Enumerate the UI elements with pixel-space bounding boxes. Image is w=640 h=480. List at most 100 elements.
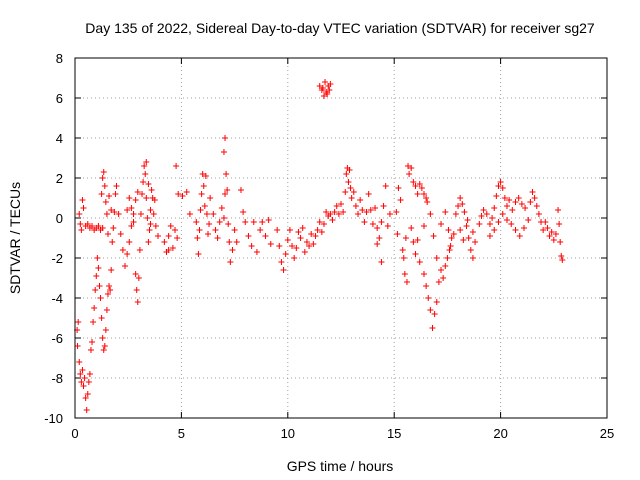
data-point	[323, 209, 330, 215]
data-point	[198, 191, 205, 197]
data-point	[147, 221, 154, 227]
data-point	[210, 211, 217, 217]
data-point	[535, 211, 542, 217]
data-point	[250, 219, 257, 225]
data-point	[343, 171, 350, 177]
data-point	[558, 253, 565, 259]
data-point	[552, 231, 559, 237]
y-tick-label: 2	[56, 171, 63, 186]
data-point	[90, 319, 97, 325]
data-point	[76, 359, 83, 365]
data-point	[169, 245, 176, 251]
data-point	[546, 233, 553, 239]
y-tick-label: -4	[51, 291, 63, 306]
data-point	[444, 255, 451, 261]
data-point	[262, 233, 269, 239]
data-point	[408, 225, 415, 231]
data-point	[161, 239, 168, 245]
data-point	[79, 197, 86, 203]
data-point	[557, 239, 564, 245]
data-point	[117, 231, 124, 237]
data-point	[412, 251, 419, 257]
data-point	[240, 209, 247, 215]
data-point	[140, 179, 147, 185]
data-point	[410, 179, 417, 185]
data-point	[516, 233, 523, 239]
data-point	[433, 255, 440, 261]
x-axis-label: GPS time / hours	[287, 458, 394, 474]
data-point	[326, 87, 333, 93]
data-point	[265, 217, 272, 223]
data-point	[503, 203, 510, 209]
data-point	[533, 203, 540, 209]
data-point	[450, 231, 457, 237]
data-point	[445, 227, 452, 233]
data-point	[529, 189, 536, 195]
data-point	[495, 219, 502, 225]
data-point	[467, 247, 474, 253]
data-point	[420, 191, 427, 197]
data-point	[301, 249, 308, 255]
data-point	[401, 271, 408, 277]
data-point	[231, 227, 238, 233]
data-point	[486, 221, 493, 227]
data-point	[99, 175, 106, 181]
data-point	[363, 209, 370, 215]
data-point	[135, 275, 142, 281]
data-point	[109, 239, 116, 245]
data-point	[106, 283, 113, 289]
data-point	[94, 255, 101, 261]
data-point	[89, 339, 96, 345]
data-point	[132, 197, 139, 203]
data-point	[229, 247, 236, 253]
data-point	[130, 219, 137, 225]
x-tick-label: 20	[493, 426, 507, 441]
data-point	[400, 255, 407, 261]
data-point	[103, 211, 110, 217]
data-point	[186, 211, 193, 217]
data-point	[452, 211, 459, 217]
data-point	[447, 243, 454, 249]
data-point	[486, 233, 493, 239]
data-point	[427, 211, 434, 217]
data-point	[399, 247, 406, 253]
data-point	[469, 255, 476, 261]
y-tick-label: 6	[56, 91, 63, 106]
data-point	[103, 307, 110, 313]
data-point	[207, 195, 214, 201]
data-point	[518, 201, 525, 207]
data-point	[480, 207, 487, 213]
data-point	[139, 191, 146, 197]
data-point	[267, 241, 274, 247]
data-point	[525, 217, 532, 223]
data-point	[308, 231, 315, 237]
data-point	[78, 379, 85, 385]
data-point	[429, 325, 436, 331]
data-point	[128, 223, 135, 229]
data-point	[394, 231, 401, 237]
data-point	[200, 183, 207, 189]
data-point	[280, 267, 287, 273]
data-point	[196, 227, 203, 233]
data-point	[491, 227, 498, 233]
data-point	[423, 283, 430, 289]
data-point	[352, 203, 359, 209]
data-point	[74, 343, 81, 349]
data-point	[333, 203, 340, 209]
data-point	[197, 207, 204, 213]
data-point	[110, 225, 117, 231]
data-point	[386, 211, 393, 217]
data-point	[92, 287, 99, 293]
data-point	[95, 223, 102, 229]
data-point	[206, 221, 213, 227]
data-point	[106, 193, 113, 199]
data-point	[284, 237, 291, 243]
data-points	[74, 79, 566, 413]
data-point	[457, 227, 464, 233]
data-point	[124, 207, 131, 213]
data-point	[395, 185, 402, 191]
data-point	[512, 227, 519, 233]
data-point	[491, 205, 498, 211]
data-point	[469, 229, 476, 235]
y-tick-label: 4	[56, 131, 63, 146]
